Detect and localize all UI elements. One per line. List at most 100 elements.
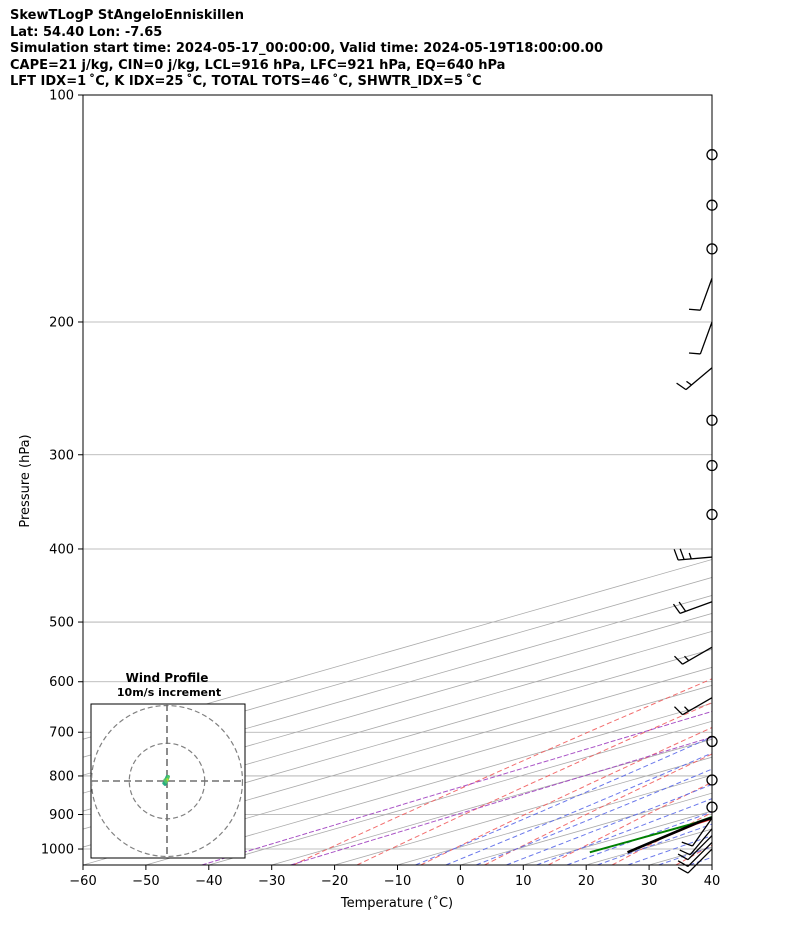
x-tick-label: 0 bbox=[456, 874, 464, 889]
wind-barbs bbox=[672, 149, 718, 874]
barb-half-flag bbox=[684, 655, 690, 662]
isotherm-line bbox=[271, 738, 712, 865]
y-tick-label: 200 bbox=[49, 315, 74, 330]
wind-barb bbox=[681, 817, 713, 847]
x-tick-label: 20 bbox=[578, 874, 595, 889]
y-tick-label: 600 bbox=[49, 675, 74, 690]
barb-flag bbox=[677, 860, 689, 868]
moist-adiabat bbox=[597, 823, 712, 865]
moist-adiabat bbox=[658, 846, 712, 865]
wind-barb bbox=[676, 367, 713, 391]
moist-adiabat bbox=[506, 783, 712, 865]
isotherm-line bbox=[145, 702, 712, 865]
y-tick-label: 1000 bbox=[41, 843, 74, 858]
y-axis-label: Pressure (hPa) bbox=[18, 434, 33, 527]
barb-flag bbox=[676, 382, 687, 391]
moist-adiabat bbox=[415, 736, 712, 865]
x-tick-label: −40 bbox=[195, 874, 222, 889]
isotherm-line bbox=[83, 630, 712, 812]
barb-flag bbox=[673, 655, 684, 665]
dry-adiabat bbox=[420, 726, 712, 865]
dry-adiabat bbox=[740, 95, 794, 865]
barb-flag bbox=[672, 603, 681, 614]
barb-flag bbox=[673, 706, 684, 716]
isotherm-line bbox=[460, 792, 712, 865]
calm-wind-circle bbox=[706, 243, 718, 255]
barb-flag bbox=[688, 308, 701, 311]
barb-flag bbox=[677, 853, 689, 861]
isotherm-line bbox=[397, 774, 712, 865]
barb-flag bbox=[679, 548, 685, 560]
x-tick-label: −60 bbox=[69, 874, 96, 889]
calm-wind-circle bbox=[706, 735, 718, 748]
dry-adiabat bbox=[675, 844, 712, 865]
isotherm-line bbox=[775, 95, 794, 865]
isotherm-line bbox=[334, 756, 712, 865]
mixing-ratio-line bbox=[290, 736, 712, 865]
isotherm-line bbox=[586, 828, 712, 865]
moist-adiabat bbox=[689, 856, 712, 865]
wind-barb bbox=[673, 697, 713, 716]
isotherm-line bbox=[83, 666, 712, 848]
isotherm-line bbox=[523, 810, 712, 865]
y-tick-label: 100 bbox=[49, 89, 74, 104]
isotherm-line bbox=[83, 648, 712, 830]
wind-barb bbox=[677, 841, 713, 868]
moist-adiabat bbox=[476, 768, 712, 865]
moist-adiabat bbox=[445, 752, 712, 865]
y-tick-label: 900 bbox=[49, 808, 74, 823]
calm-wind-circle bbox=[706, 801, 718, 813]
hodograph-title: Wind Profile bbox=[126, 671, 209, 685]
barb-staff bbox=[687, 835, 713, 861]
x-axis-label: Temperature (˚C) bbox=[340, 895, 453, 911]
barb-staff bbox=[687, 848, 713, 874]
barb-staff bbox=[682, 646, 713, 665]
x-tick-label: 10 bbox=[515, 874, 532, 889]
x-tick-label: −10 bbox=[384, 874, 411, 889]
barb-flag bbox=[679, 849, 691, 856]
wind-barb bbox=[677, 835, 713, 861]
y-tick-label: 300 bbox=[49, 448, 74, 463]
hodograph-trace bbox=[163, 778, 168, 784]
title-location: Lat: 54.40 Lon: -7.65 bbox=[10, 24, 163, 40]
barb-flag bbox=[688, 352, 701, 355]
moist-adiabat bbox=[566, 811, 712, 865]
moist-adiabat bbox=[536, 798, 712, 865]
barb-staff bbox=[685, 367, 713, 391]
mixing-ratio-line bbox=[201, 710, 712, 865]
wind-barb bbox=[688, 321, 713, 355]
x-tick-label: 40 bbox=[704, 874, 721, 889]
wind-barb bbox=[679, 828, 713, 856]
isotherm-line bbox=[83, 684, 712, 865]
wind-barb bbox=[677, 848, 713, 874]
barb-staff bbox=[689, 828, 713, 856]
barb-flag bbox=[673, 549, 679, 561]
title-times: Simulation start time: 2024-05-17_00:00:… bbox=[10, 41, 603, 56]
hodograph-grid bbox=[91, 704, 245, 858]
barb-staff bbox=[691, 817, 713, 847]
calm-wind-circle bbox=[706, 199, 718, 211]
parcel-line bbox=[627, 816, 712, 854]
calm-wind-circle bbox=[706, 149, 718, 161]
calm-wind-circle bbox=[706, 774, 718, 786]
barb-flag bbox=[677, 866, 689, 874]
barb-half-flag bbox=[688, 552, 692, 560]
calm-wind-circle bbox=[706, 414, 718, 426]
isotherm-line bbox=[208, 720, 712, 865]
dry-adiabat bbox=[292, 678, 712, 865]
x-tick-label: −50 bbox=[132, 874, 159, 889]
wind-barb bbox=[673, 646, 713, 665]
barb-half-flag bbox=[686, 380, 692, 386]
wind-barb bbox=[672, 601, 713, 615]
dry-adiabat bbox=[611, 811, 712, 865]
calm-wind-circle bbox=[706, 508, 718, 521]
y-tick-label: 400 bbox=[49, 542, 74, 557]
temperature-line bbox=[627, 817, 712, 854]
y-tick-label: 700 bbox=[49, 726, 74, 741]
title-block: SkewTLogP StAngeloEnniskillen Lat: 54.40… bbox=[10, 8, 603, 91]
dry-adiabat bbox=[356, 702, 712, 865]
y-tick-label: 800 bbox=[49, 769, 74, 784]
isotherm-line bbox=[83, 612, 712, 794]
barb-flag bbox=[678, 601, 687, 612]
